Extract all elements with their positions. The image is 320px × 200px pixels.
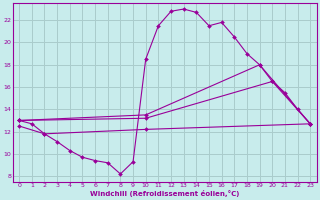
X-axis label: Windchill (Refroidissement éolien,°C): Windchill (Refroidissement éolien,°C): [90, 190, 239, 197]
